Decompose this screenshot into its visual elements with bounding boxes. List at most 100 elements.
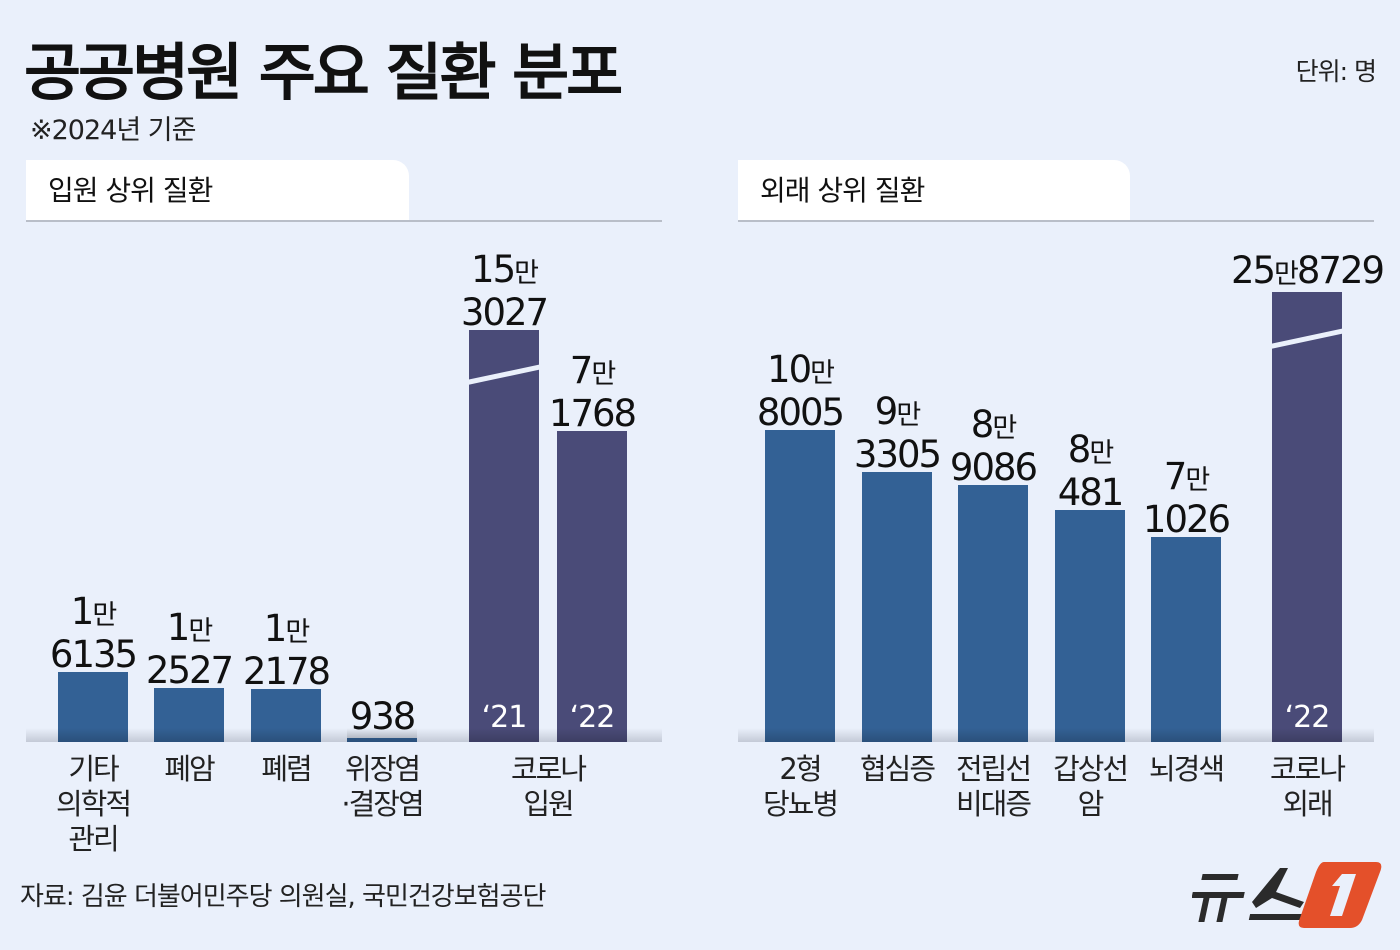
news1-logo <box>1191 858 1382 934</box>
data-label: 938 <box>312 697 452 736</box>
category-label: 전립선 비대증 <box>955 752 1032 821</box>
source-note: 자료: 김윤 더불어민주당 의원실, 국민건강보험공단 <box>20 882 546 912</box>
data-label-man-number: 8 <box>970 402 995 446</box>
data-label-man-number: 1 <box>263 607 288 651</box>
data-label: 10만 8005 <box>730 350 870 432</box>
data-label: 7만 1026 <box>1116 457 1256 539</box>
category-label: 협심증 <box>859 752 936 786</box>
data-label-man-number: 10 <box>767 348 812 391</box>
bar-shade <box>1272 728 1342 742</box>
category-label: 폐렴 <box>261 752 312 786</box>
data-label-rest: 2178 <box>242 650 331 694</box>
data-label-man-unit: 만 <box>1089 437 1114 469</box>
data-label-man-number: 7 <box>1163 454 1188 498</box>
data-label-rest: 3027 <box>460 291 549 334</box>
data-label: 7만 1768 <box>522 351 662 433</box>
bar-shade <box>154 727 224 742</box>
category-label: 위장염 ·결장염 <box>341 752 424 821</box>
axis-break-mark <box>1269 328 1345 349</box>
data-label: 1만 2178 <box>216 609 356 691</box>
data-label-man-number: 15 <box>471 248 516 291</box>
data-label-man-number: 1 <box>70 590 95 634</box>
bar-shade <box>1151 727 1221 742</box>
data-label-rest: 1026 <box>1142 497 1231 541</box>
panel-divider <box>738 220 1374 222</box>
bar <box>58 672 128 742</box>
bar-shade <box>1055 727 1125 742</box>
data-label-man-number: 25 <box>1230 249 1276 292</box>
data-label-man-unit: 만 <box>92 600 117 632</box>
data-label-man-number: 9 <box>874 390 899 434</box>
data-label: 1만 2527 <box>119 608 259 690</box>
bar <box>251 689 321 742</box>
data-label-man-unit: 만 <box>188 615 213 647</box>
data-label-man-unit: 만 <box>514 258 539 289</box>
bar <box>347 727 417 742</box>
bar <box>1055 509 1125 742</box>
data-label: 8만 9086 <box>923 405 1063 487</box>
category-label: 2형 당뇨병 <box>762 752 839 821</box>
category-label: 갑상선 암 <box>1052 752 1129 821</box>
year-label: ‘22 <box>1284 700 1331 735</box>
data-label: 1만 6135 <box>23 592 163 674</box>
data-label: 8만 481 <box>1020 430 1160 512</box>
data-label: 25만8729 <box>1217 251 1397 294</box>
data-label-man: 25만 <box>1230 249 1299 292</box>
bar-shade <box>347 727 417 742</box>
bar-shade <box>251 727 321 742</box>
data-label-man: 8만 <box>970 402 1017 446</box>
data-label-rest: 481 <box>1057 470 1125 514</box>
data-label-rest: 2527 <box>145 648 234 692</box>
bar <box>1269 292 1345 742</box>
data-label-man-unit: 만 <box>992 412 1017 444</box>
data-label-man-number: 7 <box>569 349 594 392</box>
panel-title-inpatient: 입원 상위 질환 <box>26 160 409 220</box>
data-label-man: 1만 <box>166 605 213 649</box>
data-label-man-unit: 만 <box>591 359 616 390</box>
data-label-man: 1만 <box>263 607 310 651</box>
data-label-man: 7만 <box>569 349 616 392</box>
data-label-man-unit: 만 <box>1185 464 1210 496</box>
data-label-man: 8만 <box>1067 427 1114 471</box>
data-label: 9만 3305 <box>827 392 967 474</box>
data-label-man: 15만 <box>471 248 539 291</box>
bar-shade <box>557 728 627 742</box>
bar <box>765 430 835 742</box>
category-label: 코로나 외래 <box>1269 752 1346 821</box>
category-label: 폐암 <box>164 752 215 786</box>
category-label: 뇌경색 <box>1148 752 1225 786</box>
bar <box>958 484 1028 742</box>
panel-divider <box>26 220 662 222</box>
data-label-man-unit: 만 <box>810 358 835 389</box>
data-label-rest: 8005 <box>756 391 845 434</box>
data-label-man: 9만 <box>874 390 921 434</box>
bar <box>1151 536 1221 742</box>
panel-title-outpatient: 외래 상위 질환 <box>738 160 1130 220</box>
data-label-rest: 9086 <box>949 445 1038 489</box>
data-label-man-unit: 만 <box>1274 259 1299 290</box>
unit-label: 단위: 명 <box>1295 57 1377 86</box>
bar <box>862 472 932 742</box>
bar-shade <box>958 727 1028 742</box>
data-label-rest: 3305 <box>853 433 942 477</box>
data-label-man-number: 1 <box>166 605 191 649</box>
bar-shade <box>469 728 539 742</box>
year-label: ‘22 <box>569 700 616 735</box>
chart-subtitle: ※2024년 기준 <box>30 115 196 146</box>
data-label-man: 1만 <box>70 590 117 634</box>
bar-shade <box>58 727 128 742</box>
data-label: 15만 3027 <box>434 250 574 332</box>
data-label-rest: 6135 <box>49 633 138 677</box>
data-label-man-unit: 만 <box>896 400 921 432</box>
bar-shade <box>862 727 932 742</box>
bar <box>466 330 542 742</box>
data-label-man-number: 8 <box>1067 427 1092 471</box>
category-label: 코로나 입원 <box>510 752 587 821</box>
data-label-rest: 8729 <box>1296 249 1385 292</box>
data-label-man: 10만 <box>767 348 835 391</box>
bar <box>557 431 627 742</box>
bar <box>154 687 224 742</box>
chart-title: 공공병원 주요 질환 분포 <box>24 36 623 109</box>
bar-shade <box>765 728 835 742</box>
data-label-rest: 1768 <box>548 392 637 435</box>
